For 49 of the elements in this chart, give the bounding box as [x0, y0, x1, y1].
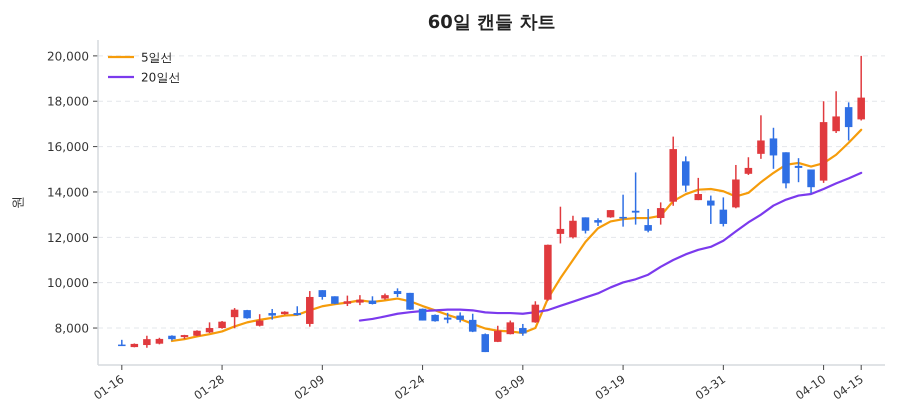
candlestick	[494, 325, 502, 343]
candlestick	[532, 300, 540, 324]
candlestick	[844, 102, 852, 142]
candlestick	[481, 332, 489, 353]
candlestick	[582, 216, 590, 234]
candlestick	[807, 168, 815, 194]
candlestick	[468, 312, 476, 333]
candlestick	[206, 322, 214, 334]
candlestick	[444, 312, 452, 324]
legend-label: 5일선	[141, 50, 173, 64]
candlestick	[656, 202, 664, 226]
candlestick	[418, 308, 426, 322]
candlestick	[770, 127, 778, 170]
candlestick	[832, 90, 840, 134]
candlestick	[344, 294, 352, 307]
y-tick-label: 16,000	[47, 140, 89, 154]
candlestick	[857, 55, 865, 122]
candlestick	[406, 292, 414, 311]
candlestick	[757, 114, 765, 160]
candlestick	[694, 177, 702, 201]
candlestick	[356, 294, 364, 306]
candlestick	[519, 323, 527, 336]
y-tick-label: 20,000	[47, 49, 89, 64]
candlestick	[143, 334, 151, 349]
candlestick	[456, 312, 464, 324]
y-tick-label: 12,000	[47, 230, 89, 245]
legend-label: 20일선	[141, 70, 180, 84]
candlestick	[293, 306, 302, 316]
line-series	[170, 128, 862, 342]
candlestick	[707, 194, 715, 225]
y-tick-label: 8,000	[54, 322, 89, 336]
candlestick	[569, 215, 577, 240]
y-tick-label: 10,000	[47, 276, 89, 290]
chart-title: 60일 캔들 차트	[428, 12, 556, 33]
candlestick	[744, 156, 752, 176]
candlestick	[318, 289, 326, 300]
y-tick-label: 18,000	[47, 94, 89, 109]
candlestick	[619, 194, 627, 228]
y-tick-label: 14,000	[47, 185, 89, 200]
candlestick	[230, 307, 238, 330]
candlestick	[268, 308, 276, 320]
candlestick	[794, 157, 802, 183]
candlestick	[720, 196, 728, 228]
candlestick	[256, 313, 264, 328]
y-axis-title: 원	[11, 196, 26, 209]
candlestick	[506, 320, 514, 336]
line-series	[358, 172, 862, 322]
candlestick	[644, 208, 652, 234]
candlestick	[556, 206, 564, 244]
